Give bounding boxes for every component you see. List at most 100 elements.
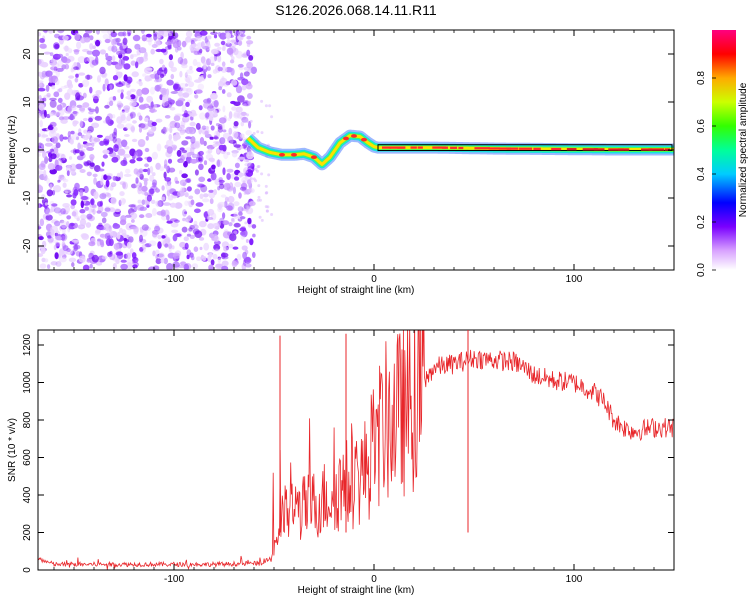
noise-blob	[38, 226, 42, 230]
noise-blob	[106, 192, 112, 198]
noise-cloud	[38, 30, 274, 270]
noise-blob	[222, 231, 231, 239]
noise-blob	[215, 159, 223, 167]
noise-blob	[221, 265, 229, 270]
noise-blob	[43, 94, 51, 99]
noise-blob	[217, 124, 223, 130]
noise-blob	[228, 127, 233, 135]
noise-blob	[237, 206, 244, 213]
noise-blob	[181, 173, 188, 179]
noise-blob	[233, 222, 241, 228]
noise-blob	[104, 78, 109, 86]
noise-blob	[247, 217, 252, 225]
noise-blob	[185, 101, 190, 107]
noise-blob	[46, 92, 51, 98]
noise-blob	[206, 66, 211, 71]
noise-blob	[79, 169, 86, 173]
noise-blob	[181, 40, 187, 48]
noise-blob	[126, 90, 132, 97]
snr-ytick-label: 600	[22, 449, 33, 466]
noise-blob	[157, 69, 162, 76]
noise-blob	[138, 47, 147, 54]
noise-blob	[138, 96, 144, 103]
noise-blob	[64, 190, 68, 195]
noise-blob	[126, 241, 132, 249]
noise-blob	[231, 217, 235, 222]
noise-blob	[60, 208, 66, 215]
noise-blob	[73, 66, 79, 70]
noise-blob	[152, 172, 156, 177]
noise-blob	[200, 41, 205, 48]
noise-blob	[168, 123, 173, 128]
noise-blob	[80, 36, 87, 44]
noise-blob	[208, 189, 214, 193]
noise-blob	[144, 117, 149, 123]
noise-blob	[62, 182, 67, 188]
noise-blob	[82, 48, 89, 53]
noise-blob	[105, 238, 112, 247]
noise-blob	[44, 202, 48, 206]
noise-blob	[139, 234, 143, 243]
noise-blob	[112, 175, 117, 181]
noise-blob	[189, 225, 195, 230]
noise-blob	[232, 131, 239, 139]
noise-blob	[257, 195, 261, 199]
noise-blob	[225, 32, 231, 39]
noise-blob	[39, 263, 47, 269]
noise-blob	[206, 58, 211, 66]
noise-blob	[194, 208, 201, 214]
noise-blob	[139, 227, 143, 231]
noise-blob	[79, 189, 84, 197]
noise-blob	[45, 214, 53, 221]
noise-blob	[53, 185, 62, 193]
noise-blob	[50, 225, 59, 233]
noise-blob	[171, 167, 175, 172]
noise-blob	[48, 237, 53, 245]
noise-blob	[117, 89, 122, 93]
noise-blob	[195, 122, 201, 130]
noise-blob	[120, 159, 128, 167]
noise-blob	[240, 231, 246, 236]
noise-blob	[256, 198, 260, 202]
noise-blob	[179, 94, 184, 99]
noise-blob	[154, 225, 161, 232]
noise-blob	[173, 115, 181, 122]
noise-blob	[113, 127, 118, 136]
noise-blob	[205, 126, 209, 130]
noise-blob	[213, 136, 219, 140]
noise-blob	[173, 136, 178, 142]
noise-blob	[231, 106, 237, 111]
noise-blob	[126, 252, 131, 260]
noise-blob	[62, 136, 69, 140]
noise-blob	[215, 263, 223, 269]
snr-ytick-label: 1000	[22, 371, 33, 394]
noise-blob	[131, 152, 136, 160]
noise-blob	[144, 243, 152, 248]
noise-blob	[257, 165, 261, 168]
noise-blob	[50, 205, 56, 213]
noise-blob	[89, 86, 93, 94]
noise-blob	[119, 171, 124, 179]
noise-blob	[187, 126, 195, 133]
noise-blob	[91, 204, 97, 209]
noise-blob	[130, 94, 136, 100]
noise-blob	[79, 209, 86, 214]
noise-blob	[112, 136, 117, 144]
noise-blob	[95, 106, 99, 114]
noise-blob	[179, 70, 183, 78]
noise-blob	[252, 132, 256, 135]
noise-blob	[189, 121, 196, 127]
noise-blob	[141, 123, 149, 130]
noise-blob	[260, 99, 264, 103]
noise-blob	[43, 169, 47, 177]
noise-blob	[229, 139, 237, 144]
noise-blob	[198, 237, 205, 241]
noise-blob	[229, 59, 235, 64]
noise-blob	[84, 74, 93, 80]
noise-blob	[83, 185, 89, 194]
noise-blob	[149, 109, 157, 113]
trace-hotspot	[279, 153, 285, 157]
noise-blob	[80, 144, 84, 149]
noise-blob	[106, 60, 113, 66]
noise-blob	[210, 31, 218, 35]
